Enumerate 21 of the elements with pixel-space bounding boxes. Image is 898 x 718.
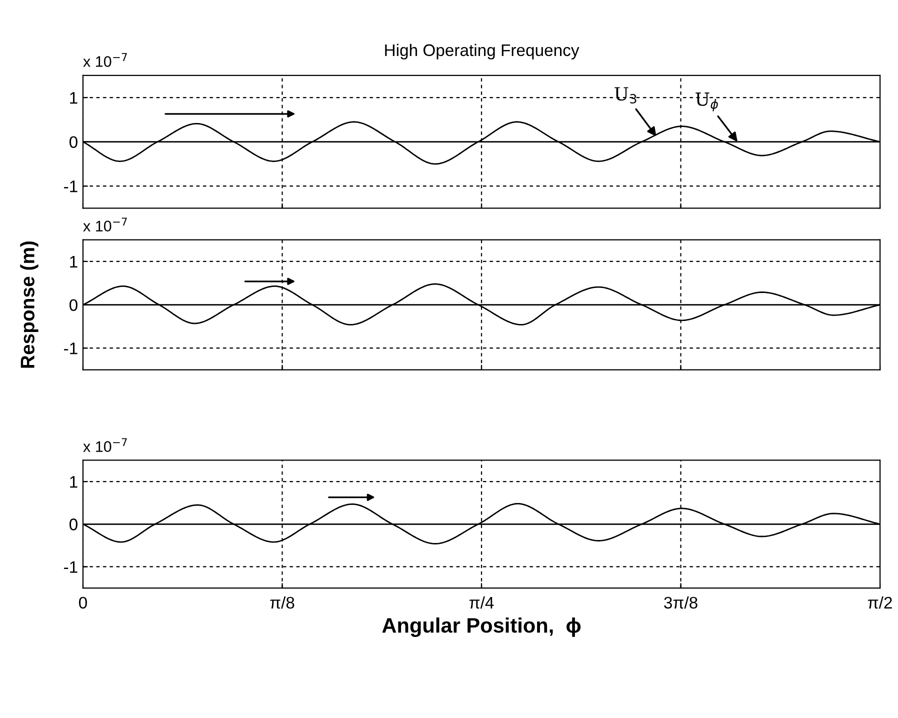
y-tick-label: -1 <box>64 561 78 573</box>
y-tick-label: 1 <box>70 476 78 488</box>
chart-title: High Operating Frequency <box>385 44 580 60</box>
text: x 10$^{−7}$ <box>83 438 127 452</box>
x-tick-label: π/8 <box>270 596 294 609</box>
annotation: U$_{ϕ}$ <box>696 92 718 112</box>
y-tick-label: 0 <box>69 518 78 530</box>
x-tick-label: 3π/8 <box>664 596 698 609</box>
x-tick-label: π/2 <box>868 596 892 609</box>
y-tick-label: -1 <box>64 180 78 192</box>
y-tick-label: 0 <box>69 299 78 311</box>
y-tick-label: 1 <box>70 92 78 104</box>
y-tick-label: 1 <box>70 256 78 268</box>
x-tick-label: π/4 <box>469 596 494 609</box>
x-axis-title: Angular Position, ϕ <box>382 617 581 637</box>
x-tick-label: 0 <box>78 596 87 609</box>
y-tick-label: 0 <box>69 136 78 148</box>
y-axis-title: Response (m) <box>20 241 38 368</box>
text: x 10$^{−7}$ <box>83 218 127 232</box>
text: x 10$^{−7}$ <box>83 53 127 67</box>
y-tick-label: -1 <box>64 342 78 354</box>
